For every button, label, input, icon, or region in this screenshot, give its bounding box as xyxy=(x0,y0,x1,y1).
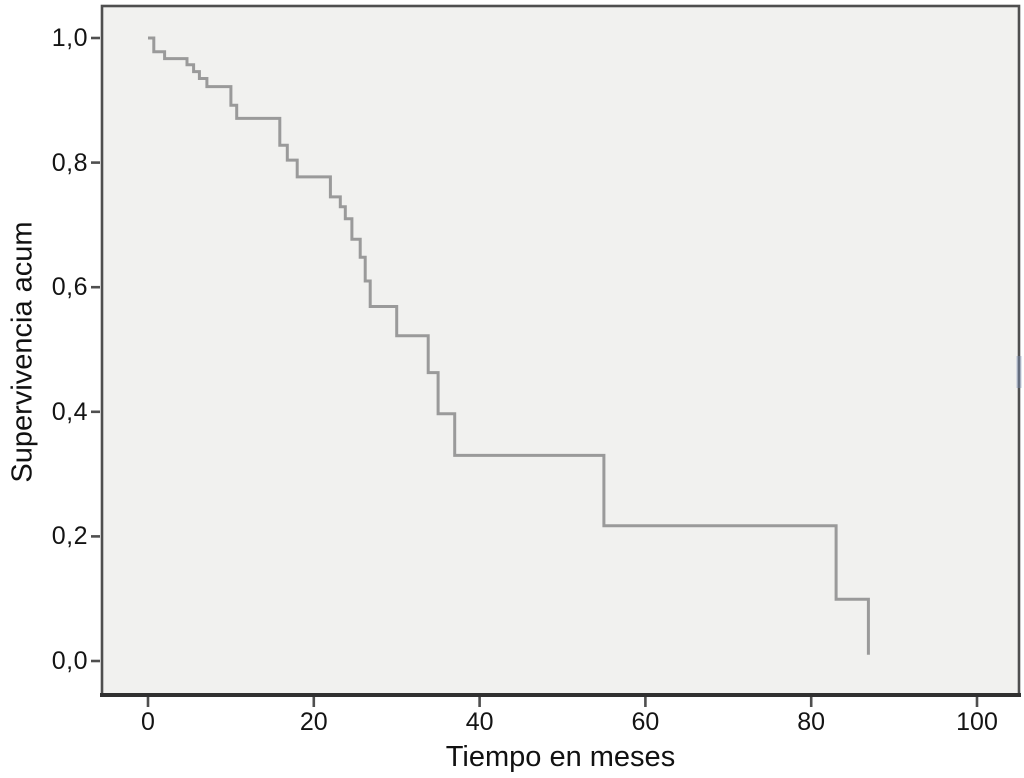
y-tick-label: 0,8 xyxy=(51,148,88,177)
x-axis-title: Tiempo en meses xyxy=(445,741,676,773)
y-tick-label: 0,4 xyxy=(51,397,88,426)
x-tick-label: 60 xyxy=(631,708,660,736)
survival-step-curve xyxy=(148,36,870,655)
y-tick-label: 0,6 xyxy=(51,273,88,302)
y-tick-label: 1,0 xyxy=(51,24,88,52)
x-tick-label: 80 xyxy=(797,708,826,736)
x-tick-label: 0 xyxy=(141,708,155,736)
x-tick-label: 20 xyxy=(299,708,328,736)
y-tick-label: 0,2 xyxy=(51,522,88,551)
y-axis-title: Supervivencia acum xyxy=(6,221,39,483)
x-tick-label: 40 xyxy=(465,708,494,736)
y-tick-label: 0,0 xyxy=(51,647,88,675)
plot-area xyxy=(100,4,1021,697)
x-tick-label: 100 xyxy=(956,708,998,736)
